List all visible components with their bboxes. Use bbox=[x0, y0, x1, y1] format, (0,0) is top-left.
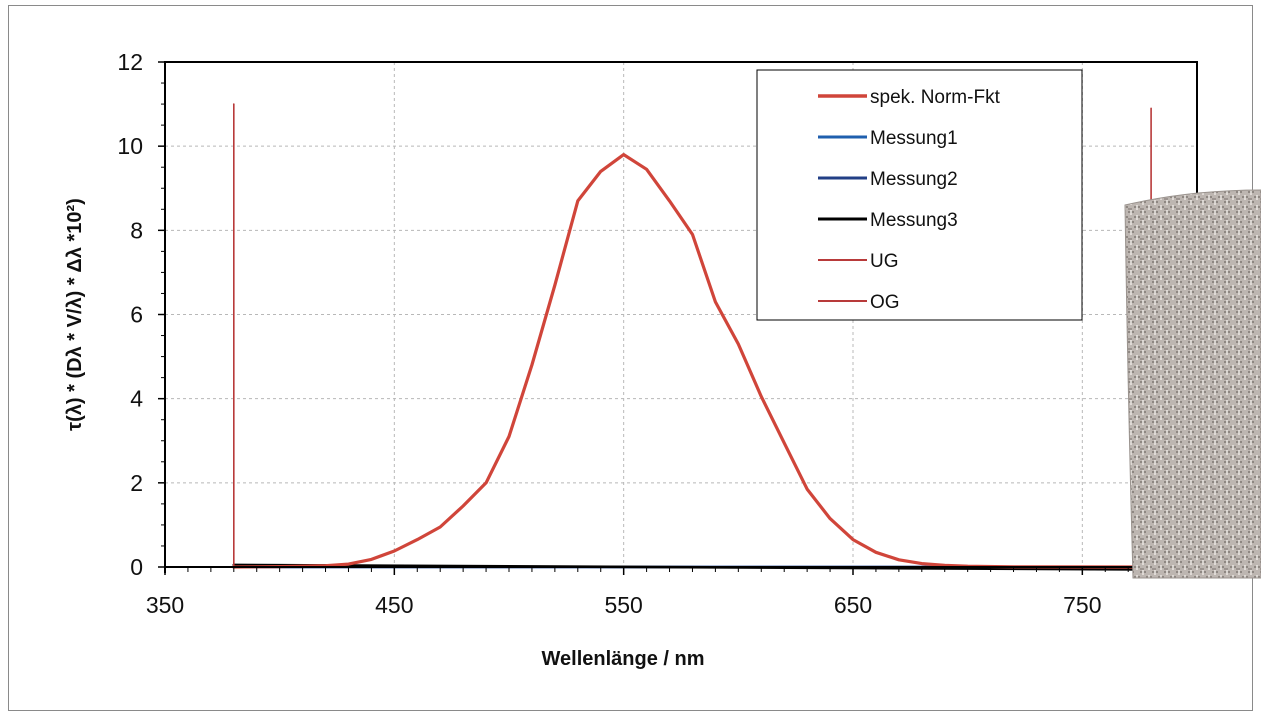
x-tick-label: 650 bbox=[834, 592, 872, 618]
fabric-overlay bbox=[1124, 189, 1261, 579]
y-tick-label: 8 bbox=[130, 217, 143, 243]
legend-label: spek. Norm-Fkt bbox=[870, 87, 1001, 108]
legend-label: Messung2 bbox=[870, 169, 958, 190]
legend-box bbox=[756, 69, 1083, 321]
y-axis-label: τ(λ) * (Dλ * V/λ) * Δλ *10²) bbox=[64, 198, 86, 431]
x-tick-label: 550 bbox=[604, 592, 642, 618]
legend-label: OG bbox=[870, 292, 900, 313]
x-tick-label: 350 bbox=[146, 592, 184, 618]
y-tick-label: 6 bbox=[130, 302, 143, 328]
legend-label: Messung1 bbox=[870, 128, 958, 149]
legend: spek. Norm-Fkt Messung1 Messung2 Messung3 UG… bbox=[756, 69, 1083, 321]
legend-label: Messung3 bbox=[870, 210, 958, 231]
x-tick-label: 750 bbox=[1063, 592, 1101, 618]
axes: 0 2 4 6 8 10 12 350 450 550 650 750 bbox=[117, 49, 1197, 618]
legend-label: UG bbox=[870, 251, 899, 272]
series-line-spek-norm-fkt bbox=[232, 153, 1153, 569]
y-tick-label: 2 bbox=[130, 470, 143, 496]
x-tick-label: 450 bbox=[375, 592, 413, 618]
x-axis-label: Wellenlänge / nm bbox=[542, 648, 705, 670]
y-tick-label: 4 bbox=[130, 386, 143, 412]
y-tick-label: 10 bbox=[117, 133, 143, 159]
y-tick-label: 12 bbox=[117, 49, 143, 75]
y-tick-label: 0 bbox=[130, 554, 143, 580]
